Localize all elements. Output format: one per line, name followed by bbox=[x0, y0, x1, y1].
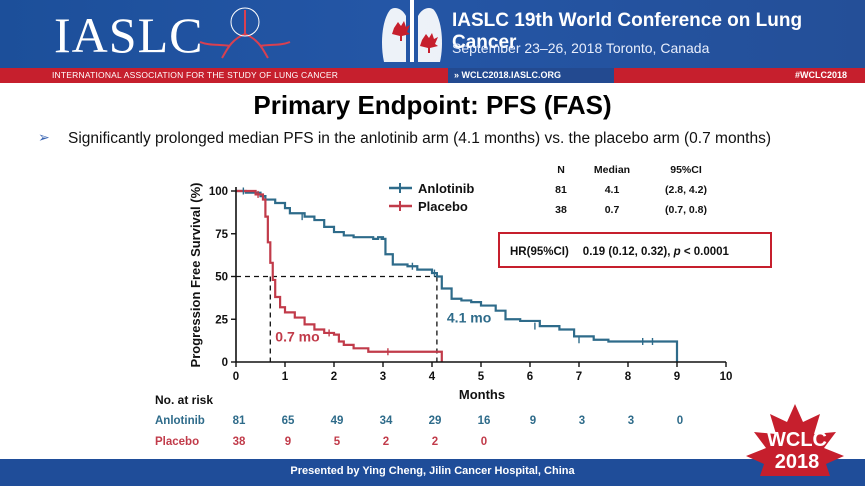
median-annotation-anlotinib: 4.1 mo bbox=[447, 310, 491, 326]
risk-value-placebo: 2 bbox=[432, 436, 438, 448]
iaslc-logo: IASLC bbox=[54, 7, 204, 63]
x-tick-label: 6 bbox=[527, 371, 533, 383]
x-tick-label: 5 bbox=[478, 371, 485, 383]
badge-line1: WCLC bbox=[767, 429, 827, 451]
risk-value-anlotinib: 0 bbox=[677, 415, 683, 427]
y-tick-label: 100 bbox=[209, 186, 228, 198]
conference-header: IASLC INTERNATIONAL ASSOCIATION FOR THE … bbox=[0, 0, 865, 83]
bullet-text: Significantly prolonged median PFS in th… bbox=[68, 130, 772, 147]
x-tick-label: 3 bbox=[380, 371, 386, 383]
toronto-lung-graphic bbox=[382, 0, 442, 62]
iaslc-subtitle: INTERNATIONAL ASSOCIATION FOR THE STUDY … bbox=[52, 70, 339, 80]
summary-cell: 38 bbox=[555, 204, 567, 216]
summary-table: N Median 95%CI 81 4.1 (2.8, 4.2) 38 0.7 … bbox=[555, 164, 707, 216]
hr-value: 0.19 (0.12, 0.32), bbox=[583, 246, 674, 258]
risk-table-title: No. at risk bbox=[155, 393, 213, 407]
lungs-icon bbox=[199, 7, 291, 59]
median-annotation-placebo: 0.7 mo bbox=[275, 328, 319, 344]
risk-value-anlotinib: 49 bbox=[331, 415, 344, 427]
x-axis-title: Months bbox=[459, 387, 505, 402]
header-strip bbox=[0, 68, 865, 83]
summary-cell: (2.8, 4.2) bbox=[665, 184, 707, 196]
km-curve-placebo bbox=[236, 189, 443, 362]
hr-p-symbol: p bbox=[673, 246, 681, 258]
summary-cell: (0.7, 0.8) bbox=[665, 204, 707, 216]
risk-value-anlotinib: 3 bbox=[579, 415, 585, 427]
risk-value-anlotinib: 81 bbox=[233, 415, 246, 427]
hr-label: HR(95%CI) bbox=[510, 246, 569, 258]
risk-value-anlotinib: 34 bbox=[380, 415, 393, 427]
hr-p-value: < 0.0001 bbox=[681, 246, 730, 258]
summary-header-ci: 95%CI bbox=[670, 164, 702, 176]
risk-value-placebo: 5 bbox=[334, 436, 341, 448]
y-tick-label: 50 bbox=[215, 272, 228, 284]
risk-row-label-anlotinib: Anlotinib bbox=[155, 415, 205, 427]
risk-row-label-placebo: Placebo bbox=[155, 436, 199, 448]
risk-value-placebo: 2 bbox=[383, 436, 389, 448]
x-tick-label: 1 bbox=[282, 371, 289, 383]
chart-legend: Anlotinib Placebo bbox=[389, 181, 474, 214]
risk-value-anlotinib: 29 bbox=[429, 415, 442, 427]
x-tick-label: 4 bbox=[429, 371, 436, 383]
hashtag: #WCLC2018 bbox=[794, 70, 847, 80]
legend-label-placebo: Placebo bbox=[418, 199, 468, 214]
risk-value-anlotinib: 3 bbox=[628, 415, 634, 427]
summary-cell: 4.1 bbox=[605, 184, 620, 196]
footer-bar: Presented by Ying Cheng, Jilin Cancer Ho… bbox=[0, 459, 865, 486]
slide-title: Primary Endpoint: PFS (FAS) bbox=[253, 90, 612, 120]
risk-value-placebo: 38 bbox=[233, 436, 246, 448]
conference-title: IASLC 19th World Conference on Lung Canc… bbox=[452, 10, 803, 53]
y-tick-label: 25 bbox=[215, 314, 228, 326]
conference-dates: September 23–26, 2018 Toronto, Canada bbox=[452, 40, 710, 56]
x-tick-label: 2 bbox=[331, 371, 337, 383]
x-tick-label: 8 bbox=[625, 371, 632, 383]
km-curve-anlotinib bbox=[236, 189, 679, 362]
risk-value-anlotinib: 16 bbox=[478, 415, 491, 427]
summary-cell: 0.7 bbox=[605, 204, 620, 216]
bullet-arrow-icon: ➢ bbox=[38, 129, 50, 145]
y-tick-label: 0 bbox=[222, 357, 228, 369]
x-tick-label: 9 bbox=[674, 371, 680, 383]
x-tick-label: 10 bbox=[720, 371, 733, 383]
hazard-ratio-box: HR(95%CI) 0.19 (0.12, 0.32), p < 0.0001 bbox=[498, 232, 772, 268]
summary-header-n: N bbox=[557, 164, 565, 176]
y-tick-label: 75 bbox=[215, 229, 228, 241]
summary-header-median: Median bbox=[594, 164, 630, 176]
risk-value-placebo: 0 bbox=[481, 436, 487, 448]
website-link[interactable]: » WCLC2018.IASLC.ORG bbox=[448, 68, 614, 83]
wclc-2018-badge: WCLC 2018 bbox=[746, 404, 844, 476]
summary-cell: 81 bbox=[555, 184, 567, 196]
y-axis-title: Progression Free Survival (%) bbox=[188, 183, 203, 368]
x-tick-label: 7 bbox=[576, 371, 582, 383]
risk-value-placebo: 9 bbox=[285, 436, 291, 448]
x-tick-label: 0 bbox=[233, 371, 239, 383]
presenter-credit: Presented by Ying Cheng, Jilin Cancer Ho… bbox=[290, 465, 575, 477]
badge-line2: 2018 bbox=[775, 451, 820, 473]
legend-label-anlotinib: Anlotinib bbox=[418, 181, 474, 196]
risk-value-anlotinib: 65 bbox=[282, 415, 295, 427]
risk-value-anlotinib: 9 bbox=[530, 415, 536, 427]
svg-text:HR(95%CI)0.19 (0.12, 0.32), p: HR(95%CI) 0.19 (0.12, 0.32), p < 0.0001 bbox=[510, 246, 730, 258]
